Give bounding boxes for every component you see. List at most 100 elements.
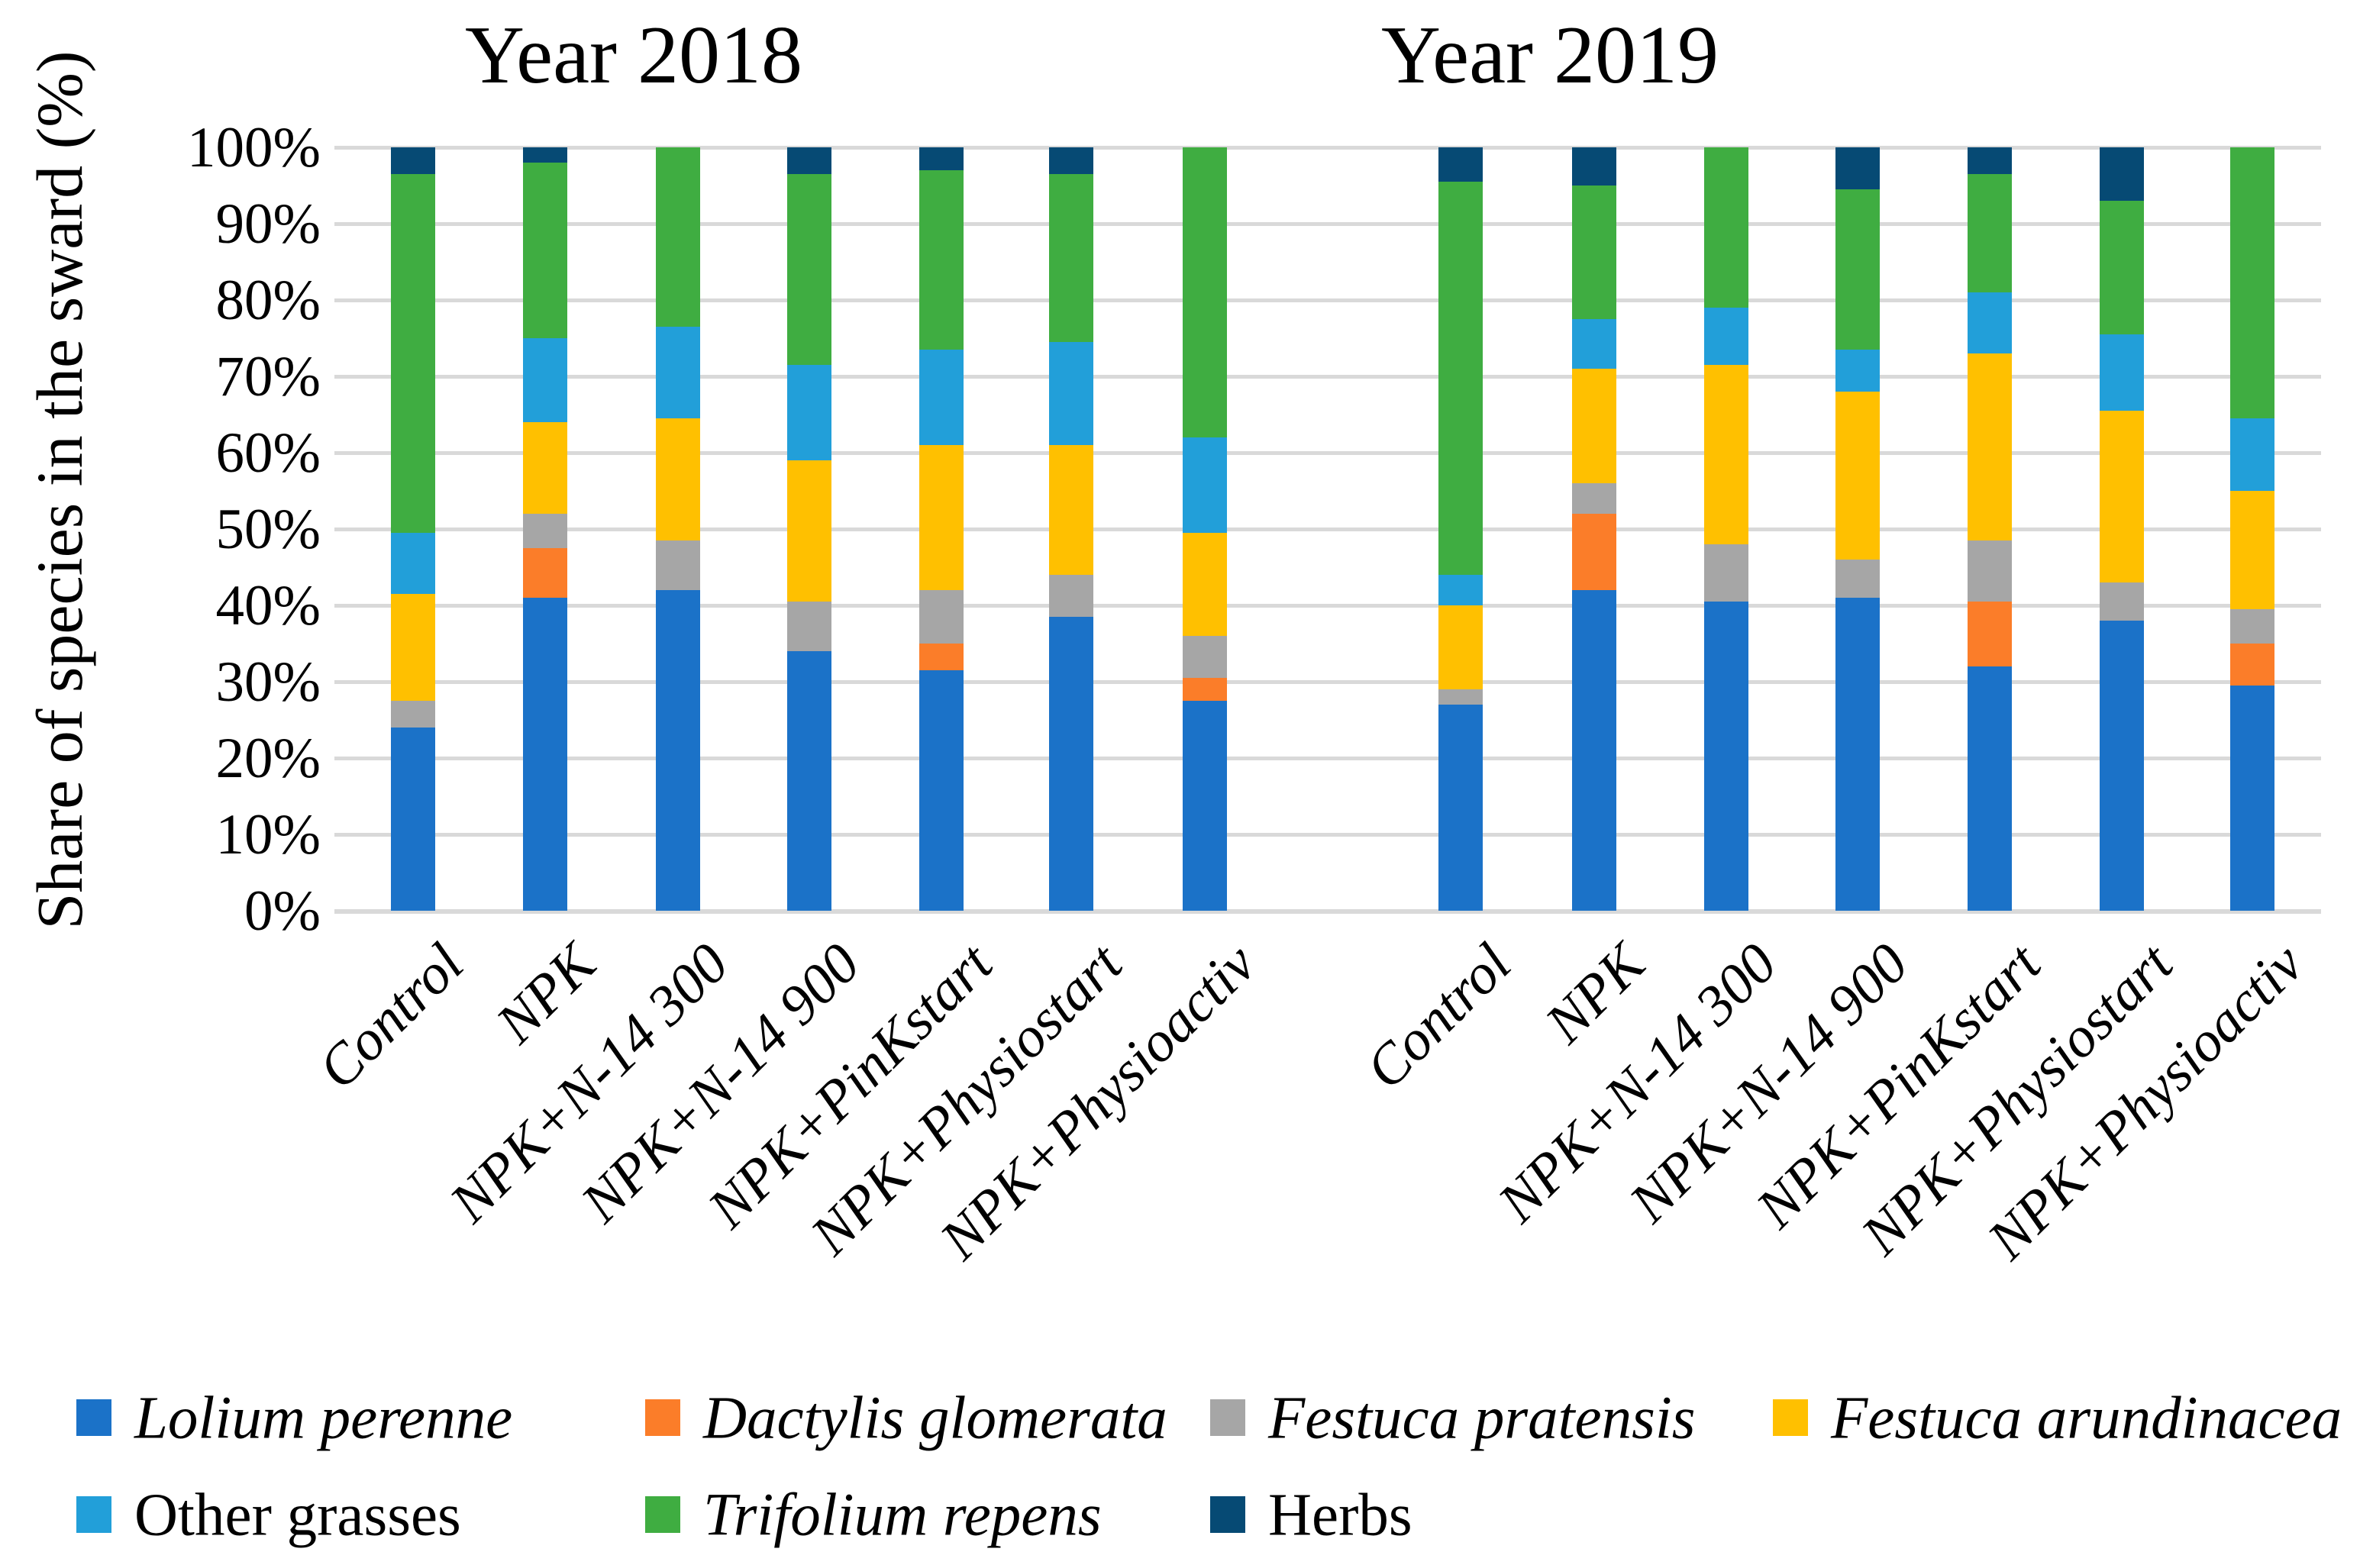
bar-segment-2018-NPK+N-14 300-Trifolium repens	[656, 147, 700, 327]
legend-label-Festuca pratensis: Festuca pratensis	[1268, 1385, 1696, 1452]
bar-segment-2019-NPK+Physioactiv-Dactylis glomerata	[2230, 644, 2274, 686]
legend-swatch-Trifolium repens	[645, 1496, 680, 1533]
bar-segment-2018-NPK+Physiostart-Herbs	[1049, 147, 1093, 174]
bar-segment-2018-NPK-Festuca pratensis	[523, 514, 567, 548]
bar-segment-2018-NPK-Trifolium repens	[523, 163, 567, 338]
bar-segment-2018-NPK+Physioactiv-Festuca arundinacea	[1183, 533, 1227, 636]
legend-label-Other grasses: Other grasses	[134, 1482, 461, 1549]
bar-segment-2018-NPK+Physioactiv-Lolium perenne	[1183, 701, 1227, 911]
bar-segment-2018-NPK+N-14 900-Herbs	[787, 147, 831, 174]
legend-label-Festuca arundinacea: Festuca arundinacea	[1831, 1385, 2342, 1452]
bar-segment-2018-NPK+N-14 300-Festuca pratensis	[656, 540, 700, 590]
bar-segment-2019-NPK-Lolium perenne	[1572, 590, 1616, 911]
bar-segment-2019-NPK+N-14 300-Festuca arundinacea	[1704, 365, 1748, 544]
bar-segment-2018-Control-Other grasses	[391, 533, 435, 594]
bar-segment-2018-NPK+PinKstart-Festuca pratensis	[919, 590, 964, 644]
legend-swatch-Festuca pratensis	[1210, 1399, 1245, 1436]
bar-segment-2019-NPK+PinKstart-Lolium perenne	[1968, 666, 2012, 911]
y-tick-label: 0%	[244, 879, 321, 943]
bar-segment-2018-NPK+N-14 900-Trifolium repens	[787, 174, 831, 365]
bar-segment-2018-NPK+Physiostart-Other grasses	[1049, 342, 1093, 445]
bar-segment-2018-Control-Festuca arundinacea	[391, 594, 435, 701]
bar-segment-2018-NPK+PinKstart-Festuca arundinacea	[919, 445, 964, 590]
y-tick-label: 30%	[215, 650, 321, 714]
bar-segment-2018-NPK+Physioactiv-Other grasses	[1183, 437, 1227, 533]
bar-segment-2019-Control-Other grasses	[1438, 575, 1483, 605]
bar-segment-2019-Control-Herbs	[1438, 147, 1483, 182]
bar-segment-2019-NPK+Physiostart-Trifolium repens	[2100, 201, 2144, 334]
bar-segment-2018-NPK+PinKstart-Other grasses	[919, 350, 964, 445]
y-tick-label: 100%	[187, 116, 321, 179]
bar-segment-2018-Control-Festuca pratensis	[391, 701, 435, 728]
bar-segment-2018-NPK+Physiostart-Trifolium repens	[1049, 174, 1093, 342]
bar-segment-2019-NPK+N-14 900-Herbs	[1835, 147, 1880, 189]
bar-segment-2019-Control-Festuca arundinacea	[1438, 605, 1483, 689]
legend-label-Lolium perenne: Lolium perenne	[134, 1385, 513, 1452]
bar-segment-2019-NPK-Festuca pratensis	[1572, 483, 1616, 514]
legend-swatch-Herbs	[1210, 1496, 1245, 1533]
bar-segment-2019-NPK-Festuca arundinacea	[1572, 369, 1616, 483]
gridline-80%	[334, 298, 2321, 302]
bar-segment-2018-NPK+Physiostart-Festuca arundinacea	[1049, 445, 1093, 575]
bar-segment-2018-NPK+PinKstart-Trifolium repens	[919, 170, 964, 350]
bar-segment-2018-NPK-Other grasses	[523, 338, 567, 422]
bar-segment-2019-NPK+Physiostart-Other grasses	[2100, 334, 2144, 411]
y-tick-label: 80%	[215, 269, 321, 332]
y-tick-label: 10%	[215, 803, 321, 866]
bar-segment-2018-NPK+Physioactiv-Dactylis glomerata	[1183, 678, 1227, 701]
bar-segment-2019-Control-Lolium perenne	[1438, 705, 1483, 911]
title-year-2019: Year 2019	[1380, 10, 1719, 101]
bar-segment-2019-NPK+Physiostart-Festuca pratensis	[2100, 582, 2144, 621]
legend-swatch-Festuca arundinacea	[1773, 1399, 1808, 1436]
bar-segment-2019-NPK+PinKstart-Dactylis glomerata	[1968, 602, 2012, 666]
legend-swatch-Dactylis glomerata	[645, 1399, 680, 1436]
bar-segment-2019-NPK+N-14 300-Festuca pratensis	[1704, 544, 1748, 602]
bar-segment-2018-NPK+N-14 900-Festuca pratensis	[787, 602, 831, 651]
bar-segment-2018-NPK+Physioactiv-Trifolium repens	[1183, 147, 1227, 437]
gridline-20%	[334, 757, 2321, 760]
bar-segment-2018-Control-Lolium perenne	[391, 728, 435, 911]
bar-segment-2018-NPK+PinKstart-Herbs	[919, 147, 964, 170]
gridline-70%	[334, 375, 2321, 379]
bar-segment-2018-NPK+Physiostart-Lolium perenne	[1049, 617, 1093, 911]
bar-segment-2018-NPK+N-14 900-Festuca arundinacea	[787, 460, 831, 602]
bar-segment-2019-NPK-Trifolium repens	[1572, 186, 1616, 319]
bar-segment-2019-NPK+N-14 900-Festuca arundinacea	[1835, 392, 1880, 560]
bar-segment-2019-NPK+N-14 900-Lolium perenne	[1835, 598, 1880, 911]
gridline-90%	[334, 222, 2321, 226]
bar-segment-2019-NPK+Physioactiv-Festuca arundinacea	[2230, 491, 2274, 609]
bar-segment-2019-NPK+PinKstart-Herbs	[1968, 147, 2012, 174]
y-tick-label: 50%	[215, 498, 321, 561]
bar-segment-2019-NPK-Dactylis glomerata	[1572, 514, 1616, 590]
bar-segment-2018-NPK+Physioactiv-Festuca pratensis	[1183, 636, 1227, 678]
bar-segment-2018-NPK+Physiostart-Festuca pratensis	[1049, 575, 1093, 617]
y-tick-label: 20%	[215, 727, 321, 790]
legend-label-Trifolium repens: Trifolium repens	[703, 1482, 1102, 1549]
bar-segment-2018-NPK-Lolium perenne	[523, 598, 567, 911]
bar-segment-2018-NPK+PinKstart-Dactylis glomerata	[919, 644, 964, 670]
gridline-0%	[334, 909, 2321, 914]
y-tick-label: 60%	[215, 421, 321, 485]
bar-segment-2019-NPK+Physioactiv-Trifolium repens	[2230, 147, 2274, 418]
legend-label-Herbs: Herbs	[1268, 1482, 1412, 1549]
bar-segment-2019-NPK+Physioactiv-Festuca pratensis	[2230, 609, 2274, 644]
y-tick-label: 70%	[215, 345, 321, 408]
gridline-10%	[334, 833, 2321, 837]
gridline-30%	[334, 680, 2321, 684]
title-year-2018: Year 2018	[464, 10, 803, 101]
gridline-40%	[334, 604, 2321, 608]
bar-segment-2019-NPK+N-14 900-Festuca pratensis	[1835, 560, 1880, 598]
legend-label-Dactylis glomerata: Dactylis glomerata	[703, 1385, 1167, 1452]
bar-segment-2018-Control-Trifolium repens	[391, 174, 435, 533]
bar-segment-2019-Control-Festuca pratensis	[1438, 689, 1483, 705]
bar-segment-2019-NPK+PinKstart-Other grasses	[1968, 292, 2012, 353]
bar-segment-2019-NPK-Herbs	[1572, 147, 1616, 186]
bar-segment-2018-NPK+N-14 900-Lolium perenne	[787, 651, 831, 911]
bar-segment-2019-NPK+Physioactiv-Other grasses	[2230, 418, 2274, 491]
bar-segment-2018-NPK+N-14 300-Other grasses	[656, 327, 700, 418]
bar-segment-2018-NPK-Dactylis glomerata	[523, 548, 567, 598]
bar-segment-2019-NPK-Other grasses	[1572, 319, 1616, 369]
bar-segment-2019-NPK+N-14 300-Trifolium repens	[1704, 147, 1748, 308]
